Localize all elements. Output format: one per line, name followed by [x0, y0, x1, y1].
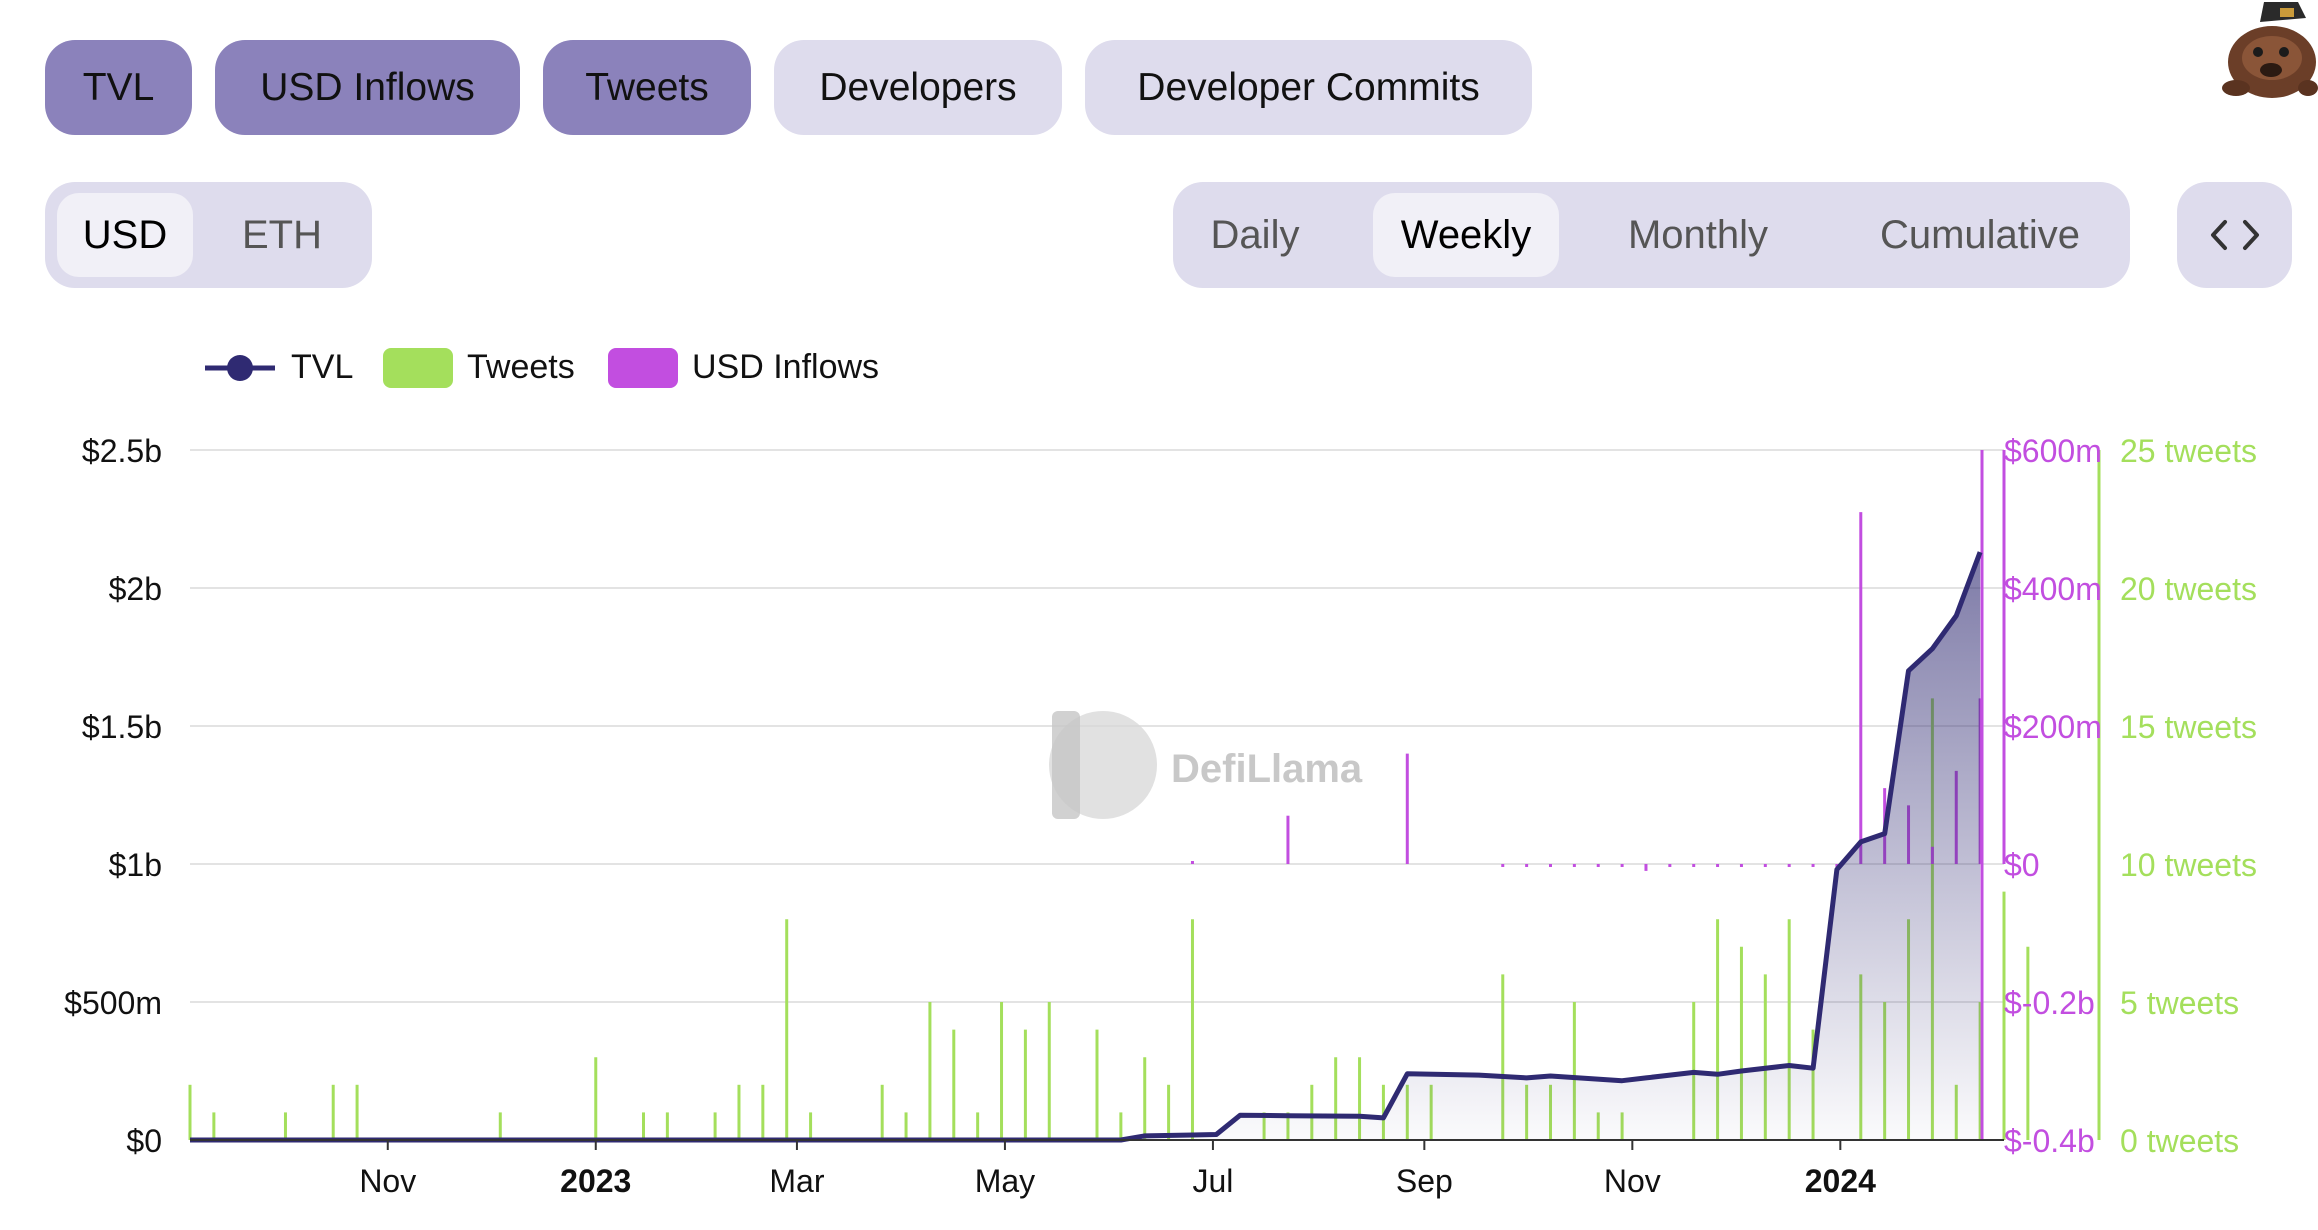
x-axis-tick-label: Jul [1192, 1163, 1233, 1199]
tvl-axis-tick-label: $0 [126, 1123, 162, 1159]
x-axis-tick-label: Nov [359, 1163, 416, 1199]
x-axis-tick-label: Sep [1396, 1163, 1453, 1199]
watermark-text: DefiLlama [1171, 747, 1363, 791]
interval-monthly[interactable]: Monthly [1627, 212, 1769, 257]
watermark: DefiLlama [1049, 711, 1363, 819]
legend-label-inflows: USD Inflows [692, 348, 880, 386]
tab-developers[interactable]: Developers [774, 40, 1062, 135]
legend-item-usd-inflows[interactable]: USD Inflows [608, 345, 879, 390]
tweet-axis-tick-label: 5 tweets [2120, 985, 2239, 1021]
tweet-axis-tick-label: 20 tweets [2120, 571, 2257, 607]
inflow-axis-tick-label: $200m [2004, 709, 2102, 745]
x-axis-tick-label: 2023 [560, 1163, 631, 1199]
tweet-axis-tick-label: 15 tweets [2120, 709, 2257, 745]
legend-item-tvl[interactable]: TVL [203, 345, 353, 390]
legend-swatch-tweets [383, 347, 453, 388]
interval-toggle: Daily Weekly Monthly Cumulative [1173, 182, 2130, 288]
legend-label-tvl: TVL [291, 348, 354, 386]
inflow-axis-tick-label: $0 [2004, 847, 2040, 883]
tvl-axis-tick-label: $1b [109, 847, 162, 883]
denomination-eth[interactable]: ETH [242, 212, 322, 257]
x-axis-tick-label: 2024 [1805, 1163, 1876, 1199]
tweet-axis-tick-label: 25 tweets [2120, 433, 2257, 469]
tvl-axis-tick-label: $2b [109, 571, 162, 607]
inflow-axis-tick-label: $600m [2004, 433, 2102, 469]
tvl-axis-tick-label: $2.5b [82, 433, 162, 469]
code-icon [2210, 220, 2259, 250]
interval-cumulative[interactable]: Cumulative [1879, 212, 2081, 257]
x-axis-tick-label: Mar [769, 1163, 824, 1199]
legend-swatch-inflows [608, 347, 678, 388]
x-axis-tick-label: Nov [1604, 1163, 1661, 1199]
legend-label-tweets: Tweets [467, 348, 575, 386]
tvl-axis-tick-label: $1.5b [82, 709, 162, 745]
tab-usd-inflows[interactable]: USD Inflows [215, 40, 520, 135]
embed-button[interactable] [2177, 182, 2292, 288]
legend-line-icon [205, 354, 275, 381]
interval-weekly[interactable]: Weekly [1373, 193, 1559, 277]
x-axis-tick-label: May [975, 1163, 1035, 1199]
denomination-usd[interactable]: USD [57, 193, 193, 277]
tab-tweets[interactable]: Tweets [543, 40, 751, 135]
tvl-axis-tick-label: $500m [64, 985, 162, 1021]
interval-daily[interactable]: Daily [1210, 212, 1300, 257]
inflow-axis-tick-label: $-0.4b [2004, 1123, 2095, 1159]
tvl-area [190, 552, 1981, 1140]
avatar[interactable] [2220, 0, 2318, 100]
avatar-image [2222, 2, 2318, 98]
legend-item-tweets[interactable]: Tweets [383, 345, 575, 390]
watermark-logo-icon [1049, 711, 1157, 819]
tvl-line [190, 551, 1983, 1143]
tab-tvl[interactable]: TVL [45, 40, 192, 135]
inflow-axis-tick-label: $-0.2b [2004, 985, 2095, 1021]
tab-developer-commits[interactable]: Developer Commits [1085, 40, 1532, 135]
denomination-toggle: USD ETH [45, 182, 372, 288]
tweet-axis-tick-label: 0 tweets [2120, 1123, 2239, 1159]
tweet-axis-tick-label: 10 tweets [2120, 847, 2257, 883]
inflow-axis-tick-label: $400m [2004, 571, 2102, 607]
